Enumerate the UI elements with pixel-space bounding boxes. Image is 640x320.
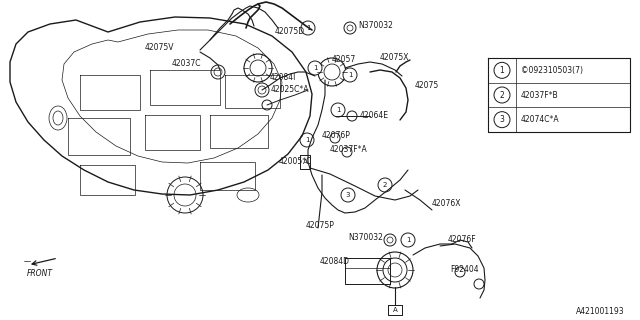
Circle shape: [331, 103, 345, 117]
Text: ©092310503(7): ©092310503(7): [521, 66, 583, 75]
Circle shape: [494, 112, 510, 128]
Text: 42075V: 42075V: [145, 44, 175, 52]
Text: 2: 2: [500, 91, 504, 100]
Text: 42084I: 42084I: [270, 74, 296, 83]
Text: 1: 1: [305, 137, 309, 143]
Circle shape: [494, 87, 510, 103]
Text: 42075P: 42075P: [306, 220, 335, 229]
Text: 3: 3: [500, 115, 504, 124]
Text: 42084D: 42084D: [320, 258, 350, 267]
Text: 3: 3: [346, 192, 350, 198]
Text: 42037C: 42037C: [172, 60, 202, 68]
Circle shape: [308, 61, 322, 75]
Text: 42005*C: 42005*C: [278, 157, 312, 166]
Text: 42076X: 42076X: [432, 199, 461, 209]
Text: 1: 1: [348, 72, 352, 78]
Text: 1: 1: [336, 107, 340, 113]
Text: 42075X: 42075X: [380, 53, 410, 62]
Text: 42076P: 42076P: [322, 132, 351, 140]
Text: 1: 1: [313, 65, 317, 71]
Text: 42037F*B: 42037F*B: [521, 91, 559, 100]
Text: A: A: [303, 159, 307, 165]
Text: 1: 1: [500, 66, 504, 75]
Circle shape: [301, 21, 315, 35]
Text: F92404: F92404: [450, 266, 479, 275]
Text: N370032: N370032: [358, 20, 393, 29]
Text: 42057: 42057: [332, 55, 356, 65]
Circle shape: [494, 62, 510, 78]
Text: 1: 1: [306, 25, 310, 31]
Text: 42076F: 42076F: [448, 236, 477, 244]
Text: A421001193: A421001193: [577, 308, 625, 316]
Circle shape: [341, 188, 355, 202]
Text: 1: 1: [406, 237, 410, 243]
Text: 42075D: 42075D: [275, 28, 305, 36]
Circle shape: [343, 68, 357, 82]
Text: 42037F*A: 42037F*A: [330, 146, 368, 155]
Text: 42075: 42075: [415, 81, 439, 90]
Text: 42074C*A: 42074C*A: [521, 115, 559, 124]
Circle shape: [401, 233, 415, 247]
Circle shape: [300, 133, 314, 147]
Text: 42064E: 42064E: [360, 110, 389, 119]
Text: 2: 2: [383, 182, 387, 188]
Text: N370032: N370032: [348, 234, 383, 243]
Text: FRONT: FRONT: [27, 268, 53, 277]
Text: 42025C*A: 42025C*A: [271, 85, 310, 94]
Text: A: A: [392, 307, 397, 313]
Circle shape: [378, 178, 392, 192]
